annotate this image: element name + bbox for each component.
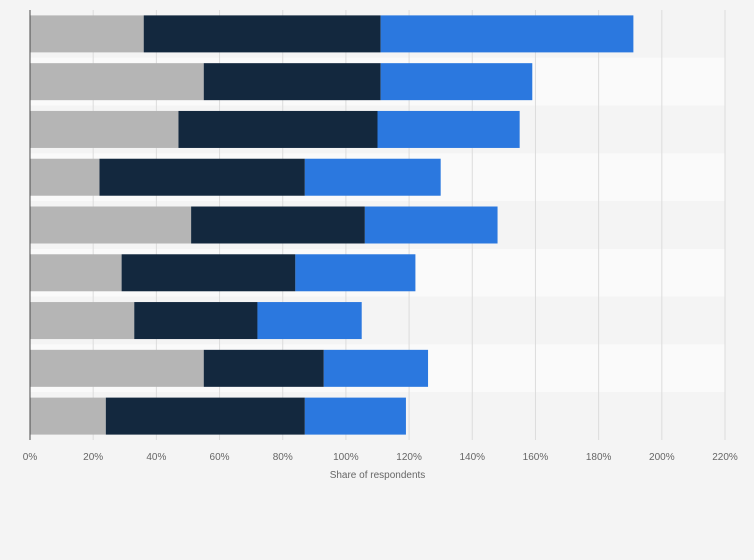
bar-segment-series-2: [134, 302, 258, 340]
bar-segment-series-1: [30, 349, 204, 387]
bar-segment-series-3: [257, 302, 362, 340]
x-axis-ticks: 0% 20% 40% 60% 80% 100% 120% 140% 160% 180% 200% 22…: [23, 452, 738, 463]
x-tick-label: 0%: [23, 452, 38, 463]
x-tick-label: 200%: [649, 452, 675, 463]
bar-segment-series-3: [380, 15, 634, 53]
bar-segment-series-2: [178, 110, 378, 148]
bar-segment-series-1: [30, 158, 100, 196]
bar-segment-series-3: [323, 349, 429, 387]
bar-segment-series-2: [99, 158, 305, 196]
x-tick-label: 100%: [333, 452, 359, 463]
bar-segment-series-1: [30, 110, 179, 148]
bar-segment-series-1: [30, 15, 144, 53]
bar-segment-series-2: [121, 254, 296, 292]
x-tick-label: 20%: [83, 452, 103, 463]
bar-segment-series-2: [191, 206, 365, 244]
bar-segment-series-1: [30, 302, 135, 340]
bar-segment-series-3: [304, 397, 406, 435]
x-tick-label: 220%: [712, 452, 738, 463]
bars: [30, 15, 634, 435]
bar-segment-series-3: [364, 206, 498, 244]
bar-segment-series-3: [295, 254, 416, 292]
bar-segment-series-1: [30, 397, 106, 435]
bar-segment-series-1: [30, 206, 192, 244]
bar-segment-series-1: [30, 254, 122, 292]
x-tick-label: 40%: [146, 452, 166, 463]
x-tick-label: 120%: [396, 452, 422, 463]
x-axis-title: Share of respondents: [330, 470, 426, 481]
bar-segment-series-3: [380, 63, 533, 101]
bar-segment-series-3: [304, 158, 441, 196]
x-tick-label: 160%: [523, 452, 549, 463]
bar-segment-series-2: [105, 397, 305, 435]
bar-segment-series-3: [377, 110, 520, 148]
bar-segment-series-1: [30, 63, 204, 101]
x-tick-label: 80%: [273, 452, 293, 463]
bar-segment-series-2: [203, 349, 324, 387]
bar-segment-series-2: [203, 63, 381, 101]
x-tick-label: 140%: [459, 452, 485, 463]
bar-segment-series-2: [143, 15, 381, 53]
x-tick-label: 180%: [586, 452, 612, 463]
x-tick-label: 60%: [210, 452, 230, 463]
